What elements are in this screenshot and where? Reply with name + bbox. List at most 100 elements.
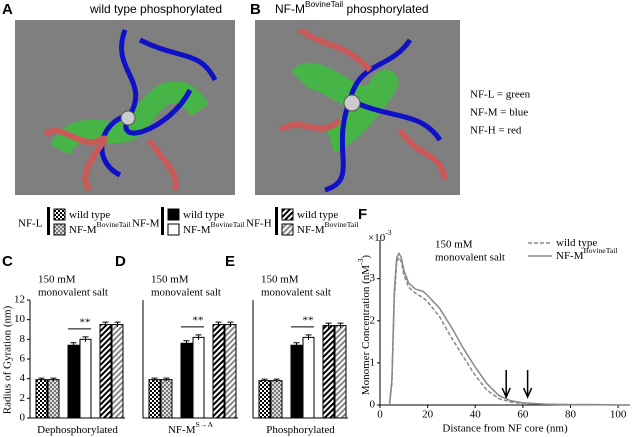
error-bar — [293, 342, 300, 348]
bar — [212, 324, 225, 419]
image-title-part: phosphorylated — [343, 2, 428, 16]
image-title: NF-MBovineTail phosphorylated — [275, 0, 429, 16]
legend-entry-part: BovineTail — [584, 246, 618, 255]
bar — [47, 379, 60, 419]
error-bar — [261, 378, 268, 383]
significance: ** — [303, 314, 314, 326]
series-line — [388, 256, 630, 406]
error-bar — [183, 340, 190, 346]
y-axis-label-part: -3 — [356, 258, 365, 265]
legend-entry: wild type — [69, 209, 110, 221]
x-axis-label: Dephosphorylated — [37, 424, 118, 436]
x-tick-label: 100 — [610, 409, 627, 421]
bar — [160, 379, 173, 419]
x-tick-label: 0 — [377, 409, 383, 421]
error-bar — [215, 321, 222, 328]
x-axis-label-part: S→A — [196, 420, 214, 429]
image-title-part: wild type phosphorylated — [89, 2, 222, 16]
y-axis-label: Radius of Gyration (nm) — [2, 305, 14, 414]
y-tick-label: 1 — [370, 356, 376, 368]
error-bar — [151, 377, 158, 382]
y-tick-label: 2 — [20, 392, 26, 404]
legend-entry-part: NF-M — [69, 224, 97, 236]
error-bar — [325, 322, 332, 329]
legend-group: NF-H — [246, 218, 272, 230]
y-axis-label-part: Monomer Concentration (nM — [360, 265, 372, 395]
y-tick-label: 12 — [14, 294, 25, 306]
error-bar — [82, 336, 89, 342]
error-bar — [227, 321, 234, 328]
bar — [322, 325, 335, 419]
legend-entry-part: wild type — [297, 209, 338, 221]
y-tick-label: 8 — [20, 333, 26, 345]
bar — [258, 380, 271, 419]
y-multiplier-part: -3 — [385, 228, 392, 237]
panel-label: F — [358, 206, 367, 223]
annotation: monovalent salt — [261, 287, 331, 299]
legend-entry-part: NF-M — [556, 250, 584, 262]
y-tick-label: 10 — [14, 313, 26, 325]
panel-label: C — [2, 253, 13, 270]
legend-swatch — [281, 208, 294, 221]
annotation: monovalent salt — [38, 287, 108, 299]
y-tick-label: 4 — [20, 372, 26, 384]
y-axis-label: Monomer Concentration (nM-3) — [356, 255, 371, 396]
error-bar — [102, 321, 109, 328]
x-axis-label: Phosphorylated — [266, 424, 335, 436]
bar — [180, 342, 193, 419]
y-tick-label: 2 — [370, 314, 376, 326]
bar — [270, 380, 283, 419]
legend-entry: wild type — [183, 209, 224, 221]
legend-swatch — [53, 223, 66, 236]
legend-group: NF-M — [132, 218, 160, 230]
legend-entry: wild type — [556, 237, 597, 249]
bar — [99, 324, 112, 419]
error-bar — [70, 342, 77, 348]
annotation: 150 mM — [435, 239, 473, 251]
arrow — [522, 370, 533, 399]
annotation: monovalent salt — [151, 287, 221, 299]
y-multiplier-part: ×10 — [368, 232, 386, 244]
x-axis-label-part: NF-M — [168, 424, 196, 436]
panel-label: B — [250, 1, 261, 18]
legend-swatch — [53, 208, 66, 221]
panel-label: A — [2, 1, 13, 18]
image-a — [15, 20, 235, 195]
legend-swatch — [167, 208, 180, 221]
legend-bar — [161, 207, 164, 235]
y-multiplier: ×10-3 — [368, 228, 392, 243]
bar — [192, 336, 205, 419]
error-bar — [163, 377, 170, 382]
axis — [379, 240, 630, 406]
bar — [67, 344, 80, 419]
image-title-part: BovineTail — [305, 0, 343, 9]
y-tick-label: 0 — [370, 399, 376, 411]
annotation: 150 mM — [261, 274, 299, 286]
legend-entry-part: BovineTail — [325, 220, 359, 229]
annotation: 150 mM — [151, 274, 189, 286]
x-tick-label: 60 — [517, 409, 529, 421]
legend-entry: wild type — [297, 209, 338, 221]
legend-swatch — [167, 223, 180, 236]
panel-label: D — [115, 253, 126, 270]
legend-entry: NF-MBovineTail — [556, 246, 618, 261]
error-bar — [337, 322, 344, 329]
legend-group: NF-L — [18, 218, 43, 230]
legend-entry-part: NF-M — [183, 224, 211, 236]
legend-entry-part: wild type — [183, 209, 224, 221]
legend-bar — [275, 207, 278, 235]
legend-entry: NF-MBovineTail — [69, 220, 131, 235]
annotation: 150 mM — [38, 274, 76, 286]
legend-entry: NF-MBovineTail — [183, 220, 245, 235]
x-axis-label-part: Dephosphorylated — [37, 424, 118, 436]
x-tick-label: 80 — [565, 409, 577, 421]
bar — [148, 379, 161, 419]
bar — [302, 336, 315, 419]
y-tick-label: 0 — [20, 412, 26, 424]
arrow — [501, 370, 511, 399]
legend-bar — [47, 207, 50, 235]
series-line — [388, 251, 630, 406]
error-bar — [38, 377, 45, 382]
error-bar — [50, 377, 57, 382]
